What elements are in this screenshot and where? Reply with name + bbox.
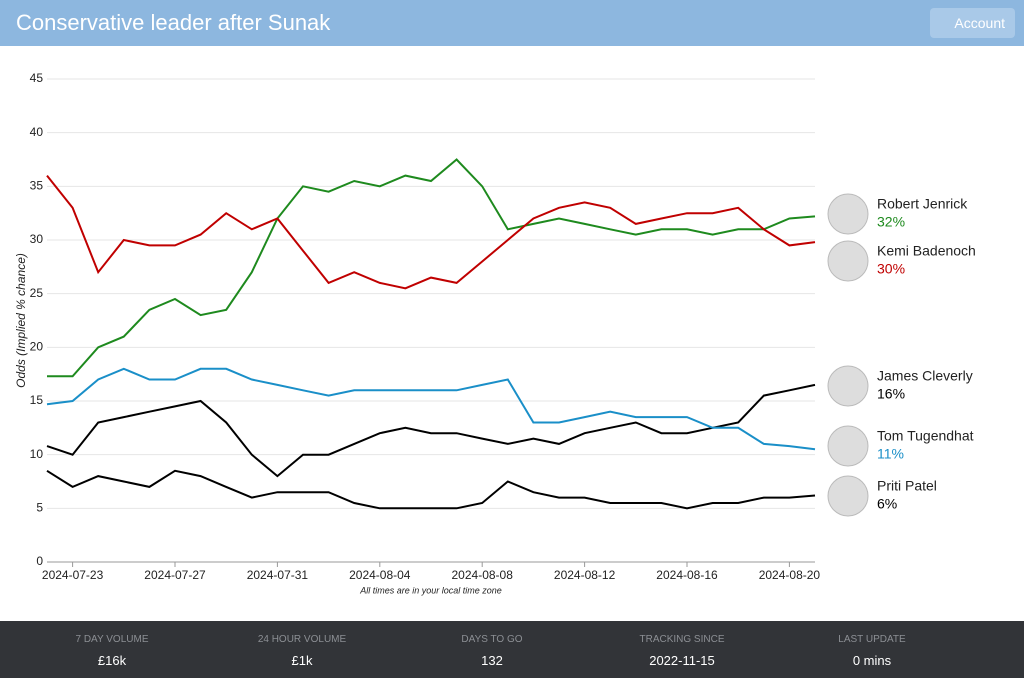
series-line (46, 174, 816, 290)
avatar (827, 240, 869, 282)
y-tick-label: 25 (30, 286, 44, 300)
x-tick-label: 2024-08-12 (554, 568, 616, 582)
stat: DAYS TO GO 132 (392, 621, 592, 668)
stat: 7 DAY VOLUME £16k (12, 621, 212, 668)
avatar (827, 365, 869, 407)
y-tick-label: 5 (36, 501, 43, 515)
x-tick-label: 2024-07-23 (42, 568, 104, 582)
y-tick-label: 15 (30, 393, 44, 407)
series-line (46, 469, 816, 510)
legend-value: 6% (877, 496, 897, 512)
header: Conservative leader after Sunak Account (0, 0, 1024, 46)
stat-label: TRACKING SINCE (639, 634, 725, 645)
y-tick-label: 30 (30, 232, 44, 246)
stat: LAST UPDATE 0 mins (772, 621, 972, 668)
y-tick-label: 20 (30, 340, 44, 354)
y-tick-label: 35 (30, 179, 44, 193)
avatar (827, 425, 869, 467)
stat-label: 7 DAY VOLUME (75, 634, 149, 645)
legend-name: James Cleverly (877, 368, 973, 384)
y-tick-label: 45 (30, 71, 44, 85)
stat-value: £1k (291, 653, 313, 668)
stat-value: £16k (97, 653, 127, 668)
y-axis-label: Odds (Implied % chance) (14, 253, 28, 388)
x-tick-label: 2024-08-20 (759, 568, 821, 582)
series-line (47, 158, 816, 378)
x-tick-label: 2024-08-04 (349, 568, 411, 582)
legend-name: Priti Patel (877, 478, 937, 494)
stat: 24 HOUR VOLUME £1k (202, 621, 402, 668)
stat-value: 132 (481, 653, 503, 668)
y-tick-label: 40 (30, 125, 44, 139)
y-tick-label: 10 (30, 447, 44, 461)
x-tick-label: 2024-07-27 (144, 568, 206, 582)
series-line (46, 383, 816, 478)
stat-label: LAST UPDATE (838, 634, 906, 645)
stat-value: 2022-11-15 (649, 653, 715, 668)
footer: 7 DAY VOLUME £16k 24 HOUR VOLUME £1k DAYS TO… (0, 621, 1024, 678)
account-button[interactable]: Account (930, 8, 1015, 38)
stat-value: 0 mins (852, 653, 892, 668)
stat: TRACKING SINCE 2022-11-15 (582, 621, 782, 668)
avatar (827, 193, 869, 235)
stat-label: 24 HOUR VOLUME (257, 634, 347, 645)
avatar (827, 475, 869, 517)
stat-label: DAYS TO GO (461, 634, 523, 645)
legend-name: Kemi Badenoch (877, 243, 976, 259)
chart: 0 5 10 15 20 25 30 35 40 45 2024-07-23 2024-07-27 20… (14, 71, 976, 595)
time-note: All times are in your local time zone (359, 585, 502, 595)
legend-value: 32% (877, 214, 905, 230)
legend-name: Tom Tugendhat (877, 428, 974, 444)
legend-value: 16% (877, 386, 905, 402)
x-tick-label: 2024-07-31 (247, 568, 309, 582)
legend-value: 11% (877, 446, 904, 462)
page-title: Conservative leader after Sunak (16, 10, 331, 35)
y-tick-label: 0 (36, 554, 43, 568)
legend-name: Robert Jenrick (877, 196, 968, 212)
x-tick-label: 2024-08-08 (452, 568, 514, 582)
legend-value: 30% (877, 261, 905, 277)
x-tick-label: 2024-08-16 (656, 568, 718, 582)
series-line (46, 367, 816, 451)
